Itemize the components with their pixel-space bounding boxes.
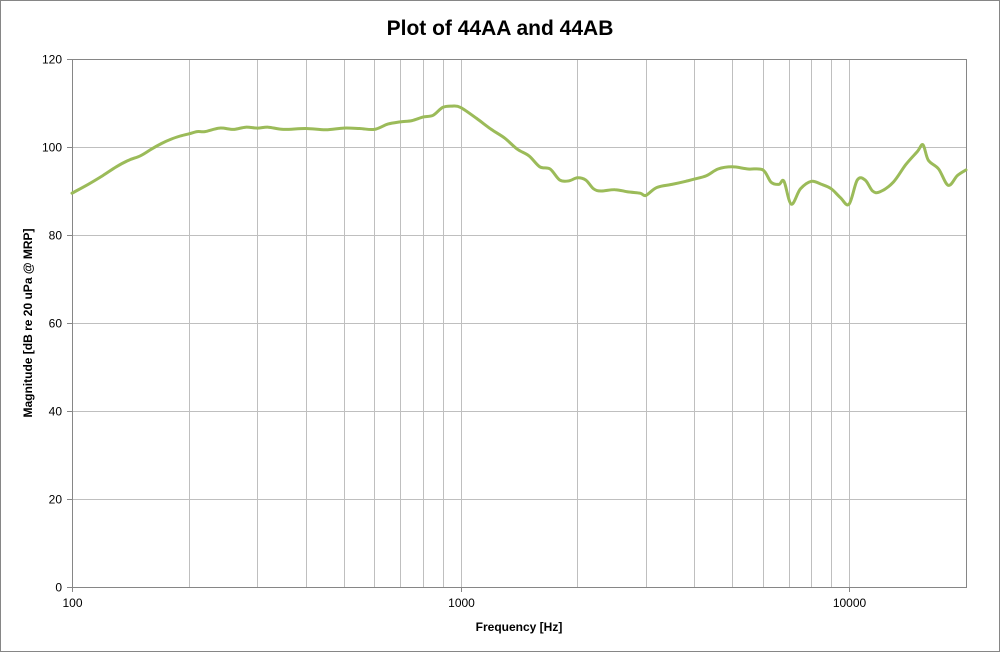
chart-title: Plot of 44AA and 44AB (387, 17, 614, 40)
y-tick-label: 80 (49, 229, 63, 243)
y-tick-label: 0 (55, 581, 62, 595)
plot-area-border (72, 59, 967, 588)
x-tick-label: 100 (62, 596, 82, 610)
y-tick-labels: 0 20 40 60 80 100 120 (42, 53, 72, 595)
y-tick-label: 40 (49, 405, 63, 419)
horizontal-gridlines (72, 59, 966, 500)
series-line (70, 104, 968, 207)
x-axis-title: Frequency [Hz] (476, 620, 563, 634)
y-axis-title: Magnitude [dB re 20 uPa @ MRP] (21, 228, 35, 417)
y-tick-label: 120 (42, 53, 62, 67)
y-tick-label: 60 (49, 317, 63, 331)
x-tick-label: 1000 (448, 596, 475, 610)
x-tick-label: 10000 (833, 596, 867, 610)
x-tick-labels: 100 1000 10000 (62, 587, 867, 610)
y-tick-label: 100 (42, 141, 62, 155)
y-tick-label: 20 (49, 493, 63, 507)
